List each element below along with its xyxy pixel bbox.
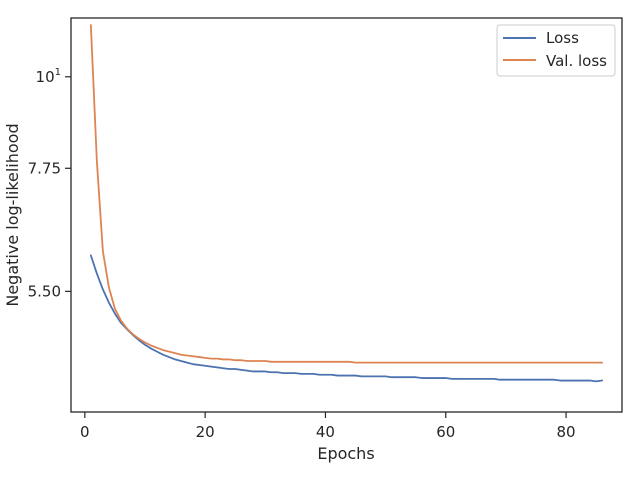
plot-area <box>71 18 622 412</box>
legend-label-loss: Loss <box>546 29 579 47</box>
axes-frame <box>70 17 623 413</box>
x-tick-label: 20 <box>196 423 215 441</box>
legend: Loss Val. loss <box>496 24 616 77</box>
legend-label-val-loss: Val. loss <box>546 52 607 70</box>
y-tick-label: 101 <box>36 67 61 86</box>
x-axis-title: Epochs <box>317 444 374 463</box>
y-tick-label: 5.50 <box>28 282 61 300</box>
x-tick-label: 0 <box>80 423 90 441</box>
x-tick-label: 60 <box>436 423 455 441</box>
x-tick-label: 40 <box>316 423 335 441</box>
y-axis-title: Negative log-likelihood <box>3 123 22 306</box>
series-layer <box>89 24 604 383</box>
y-axis-ticks: 5.50 7.75 101 <box>28 67 71 300</box>
x-tick-label: 80 <box>557 423 576 441</box>
y-tick-label: 7.75 <box>28 159 61 177</box>
series-line-val-loss <box>89 24 604 364</box>
x-axis-ticks: 0 20 40 60 80 <box>80 412 576 441</box>
series-line-loss <box>89 254 604 383</box>
